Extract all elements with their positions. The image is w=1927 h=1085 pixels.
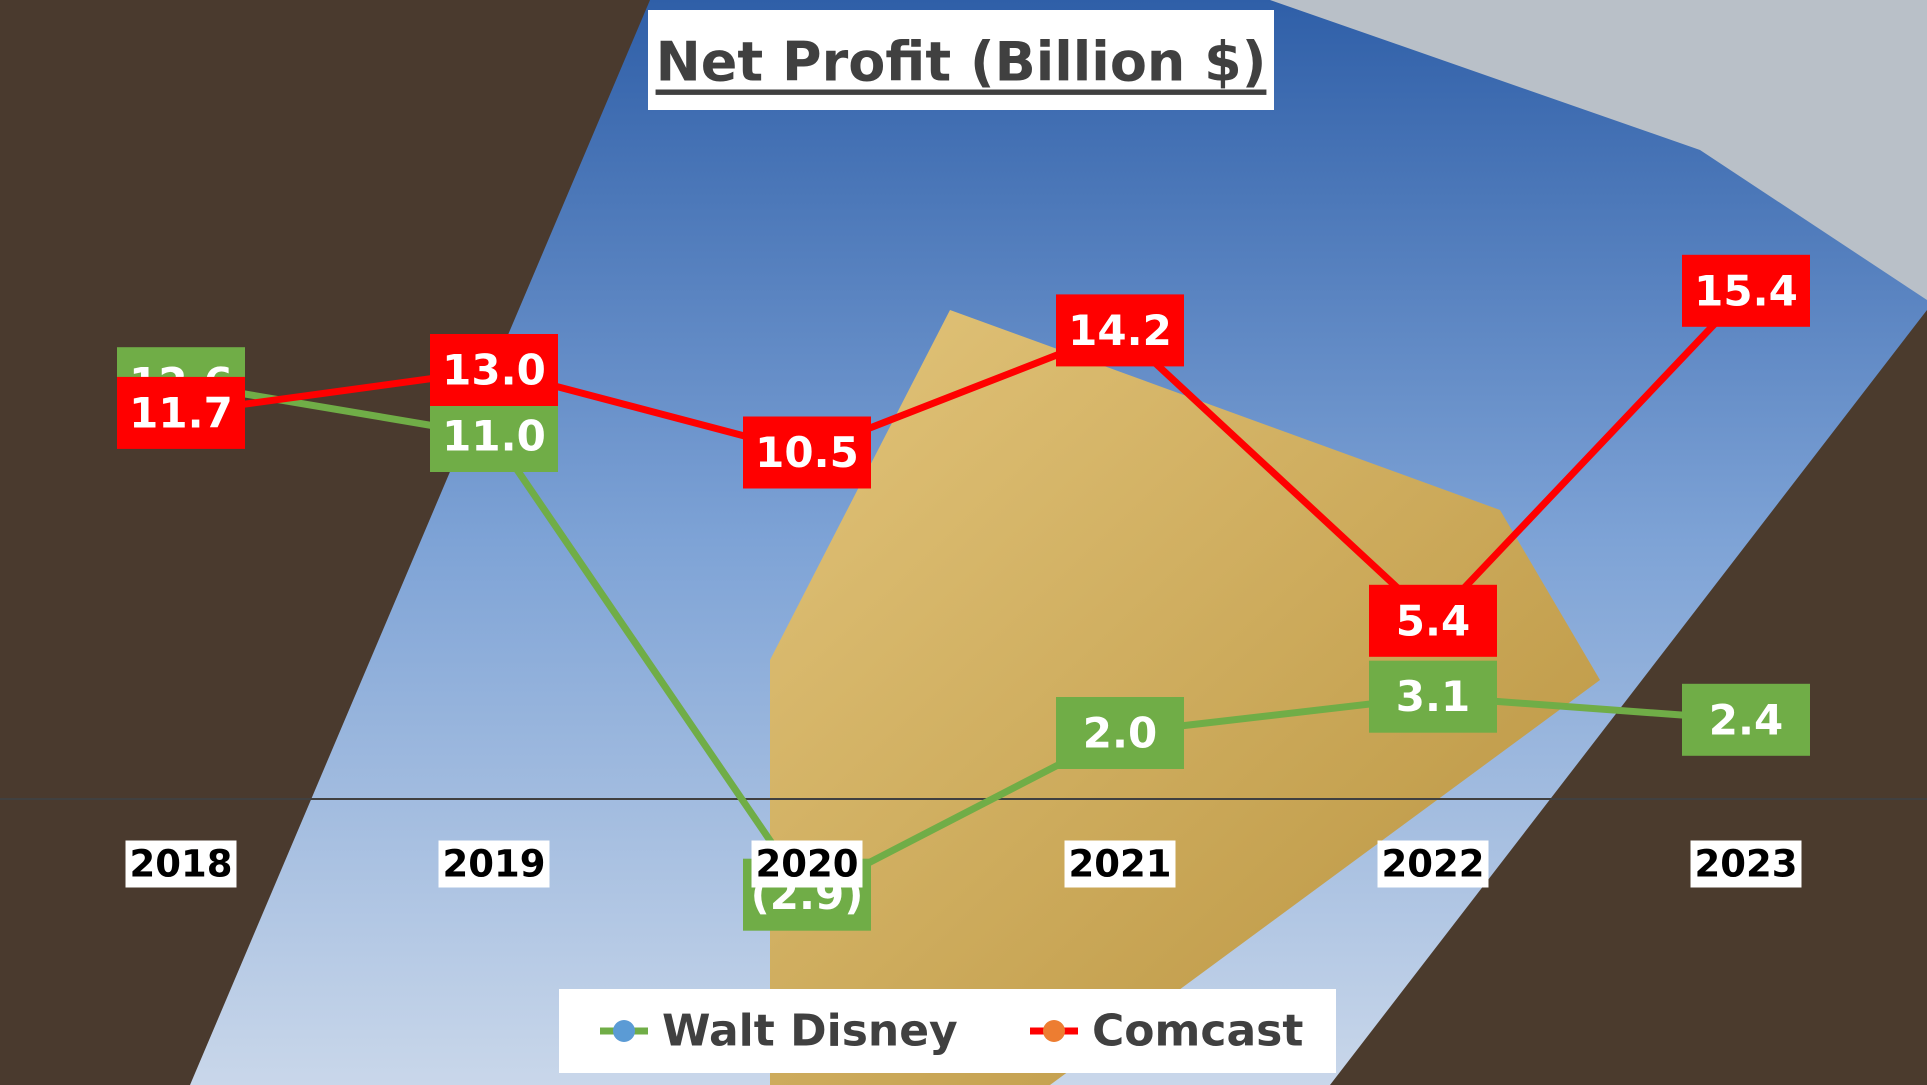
- data-label: 13.0: [442, 346, 546, 395]
- data-label-box: [1056, 697, 1184, 769]
- x-tick-box: [438, 840, 550, 888]
- data-label-box: [1682, 254, 1810, 327]
- x-tick-label: 2022: [1382, 843, 1485, 886]
- chart-title: Net Profit (Billion $): [656, 31, 1267, 94]
- legend-marker: [613, 1020, 635, 1042]
- x-tick-label: 2021: [1069, 843, 1172, 886]
- data-label-box: [430, 334, 558, 406]
- data-label-box: [430, 400, 558, 472]
- legend-marker: [1043, 1020, 1065, 1042]
- x-tick-label: 2019: [443, 843, 546, 886]
- x-tick-box: [1377, 840, 1489, 888]
- data-label: 15.4: [1694, 266, 1798, 315]
- data-label: 11.7: [129, 388, 233, 437]
- x-tick-label: 2018: [130, 843, 233, 886]
- x-tick-label: 2023: [1695, 843, 1798, 886]
- data-label: 11.0: [442, 412, 546, 461]
- data-label: 2.0: [1083, 709, 1157, 758]
- data-label-box: [1369, 660, 1497, 733]
- x-tick-box: [1690, 840, 1802, 888]
- data-label: 5.4: [1396, 596, 1470, 645]
- data-label: 3.1: [1396, 672, 1470, 721]
- legend-label: Comcast: [1092, 1006, 1303, 1057]
- data-label: 14.2: [1068, 306, 1172, 355]
- data-label-box: [117, 376, 245, 449]
- title-box: [648, 10, 1274, 110]
- x-tick-box: [125, 840, 237, 888]
- x-tick-label: 2020: [756, 843, 859, 886]
- data-label-box: [1056, 294, 1184, 367]
- data-label-box: [1682, 683, 1810, 756]
- x-tick-box: [1064, 840, 1176, 888]
- data-label: 2.4: [1709, 695, 1783, 744]
- data-label-box: [1369, 584, 1497, 657]
- legend: [559, 989, 1336, 1073]
- data-label: 10.5: [755, 428, 859, 477]
- legend-label: Walt Disney: [662, 1006, 958, 1057]
- data-label-box: [743, 416, 871, 489]
- x-tick-box: [751, 840, 863, 888]
